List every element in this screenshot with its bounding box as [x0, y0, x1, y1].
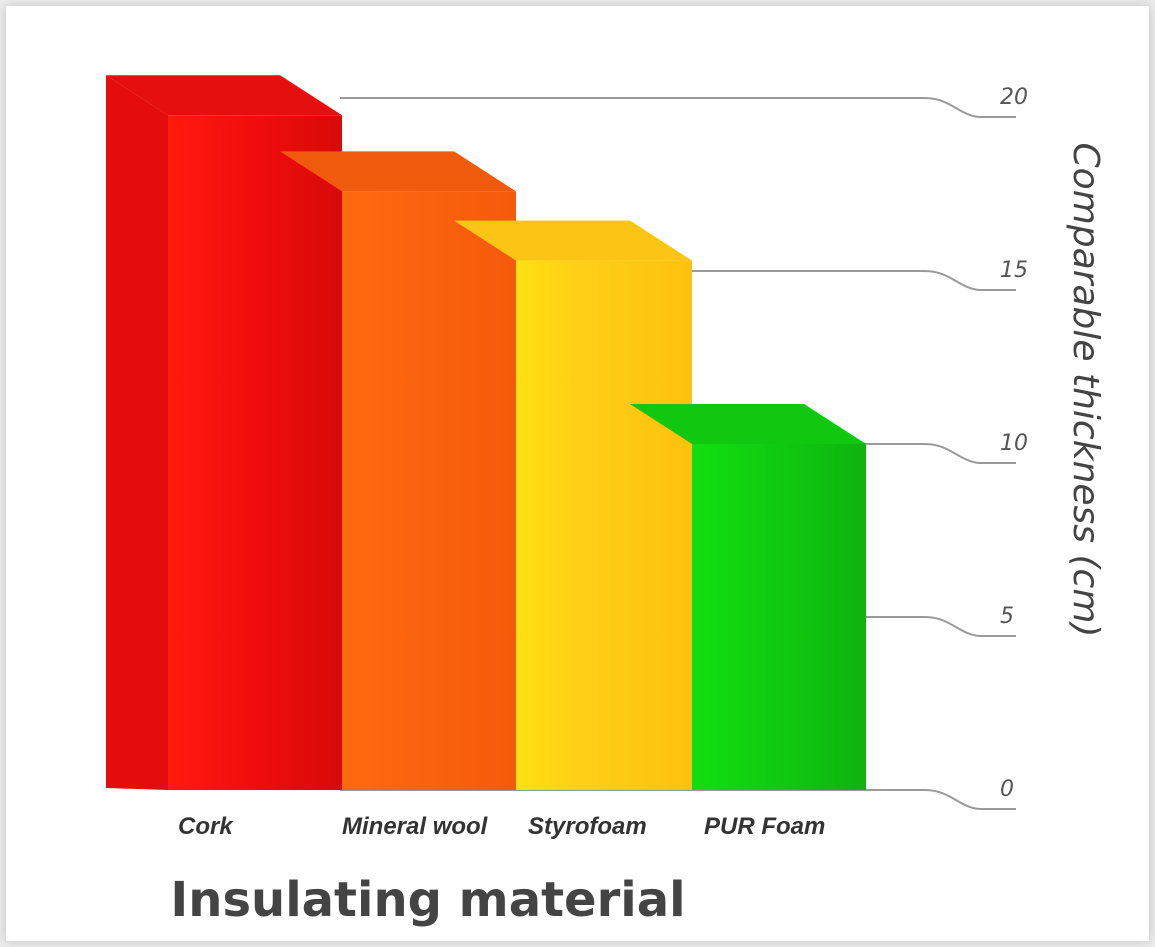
y-axis-label: Comparable thickness (cm) — [1065, 143, 1106, 638]
gridline — [340, 616, 1016, 637]
y-tick-labels: 0 5 10 15 20 — [1000, 85, 1028, 802]
gridline — [340, 270, 1016, 291]
bar — [342, 191, 516, 791]
bar — [692, 444, 866, 790]
bars — [106, 75, 866, 791]
bar — [168, 115, 342, 791]
y-tick-label: 10 — [1000, 431, 1028, 456]
category-label: Cork — [178, 813, 234, 840]
y-tick-label: 15 — [1000, 258, 1028, 283]
y-tick-label: 20 — [1000, 85, 1028, 110]
y-tick-label: 0 — [1000, 777, 1014, 802]
bar-top — [630, 404, 866, 444]
bar — [516, 260, 692, 790]
gridlines — [340, 97, 1016, 810]
bar-top — [106, 75, 342, 116]
bar-top — [280, 151, 516, 192]
category-label-band — [158, 796, 855, 852]
gridline — [340, 789, 1016, 810]
category-label: PUR Foam — [704, 813, 825, 840]
category-label: Mineral wool — [342, 813, 489, 840]
gridline — [340, 97, 1016, 118]
y-tick-label: 5 — [1000, 604, 1014, 629]
bar-top — [454, 220, 692, 261]
gridline — [340, 443, 1016, 464]
bar-side — [106, 75, 168, 791]
category-labels: Cork Mineral wool Styrofoam PUR Foam — [178, 813, 825, 840]
x-axis-label: Insulating material — [170, 872, 685, 928]
ylabel-band — [1057, 97, 1124, 853]
category-label: Styrofoam — [528, 813, 647, 840]
